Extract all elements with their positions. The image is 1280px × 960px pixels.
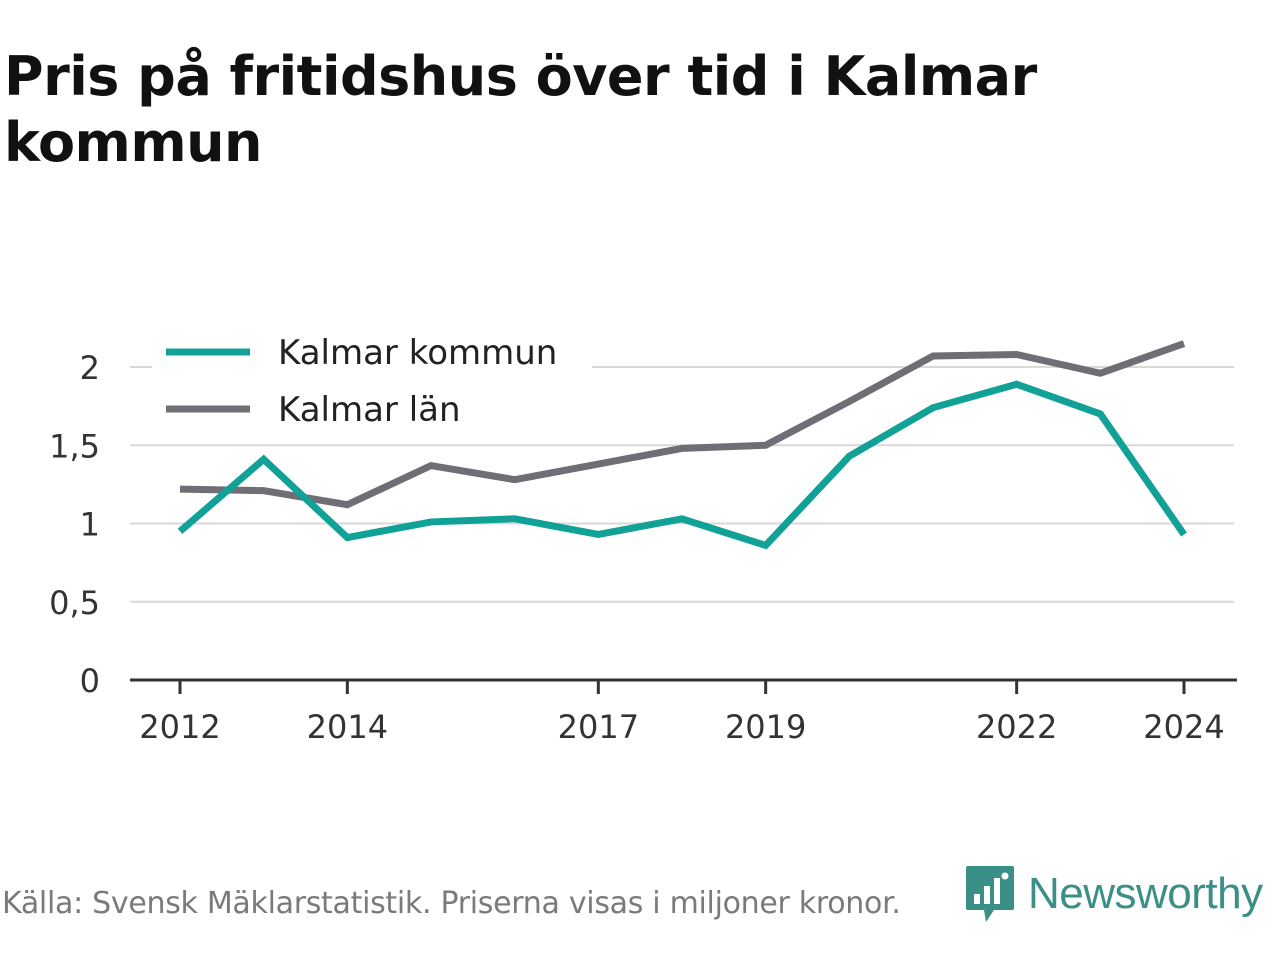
newsworthy-logo[interactable]: Newsworthy: [964, 864, 1263, 924]
legend: Kalmar kommun Kalmar län: [152, 326, 592, 444]
y-tick-label: 2: [80, 349, 100, 387]
source-note: Källa: Svensk Mäklarstatistik. Priserna …: [2, 886, 901, 921]
legend-background: [152, 326, 592, 444]
x-tick-label: 2014: [307, 708, 388, 746]
y-tick-label: 0,5: [49, 584, 100, 622]
y-tick-label: 1: [80, 506, 100, 544]
x-tick-label: 2017: [558, 708, 639, 746]
series-line-kalmar-kommun: [177, 380, 1187, 550]
x-tick-label: 2024: [1143, 708, 1224, 746]
x-tick-label: 2012: [139, 708, 220, 746]
series-layer: [177, 340, 1187, 550]
x-tick-label: 2019: [725, 708, 806, 746]
newsworthy-logo-text: Newsworthy: [1028, 869, 1263, 918]
newsworthy-logo-icon: [966, 866, 1014, 922]
legend-label: Kalmar kommun: [278, 333, 557, 373]
legend-label: Kalmar län: [278, 390, 461, 430]
y-tick-label: 1,5: [49, 427, 100, 465]
axis-layer: 0 0,5 1 1,5 2 2012 2014 2017 2019 2022 2024: [49, 349, 1237, 746]
series-line-kalmar-lan: [179, 340, 1186, 509]
x-tick-label: 2022: [976, 708, 1057, 746]
y-tick-label: 0: [80, 662, 100, 700]
chart-title: Pris på fritidshus över tid i Kalmar kom…: [4, 45, 1037, 174]
